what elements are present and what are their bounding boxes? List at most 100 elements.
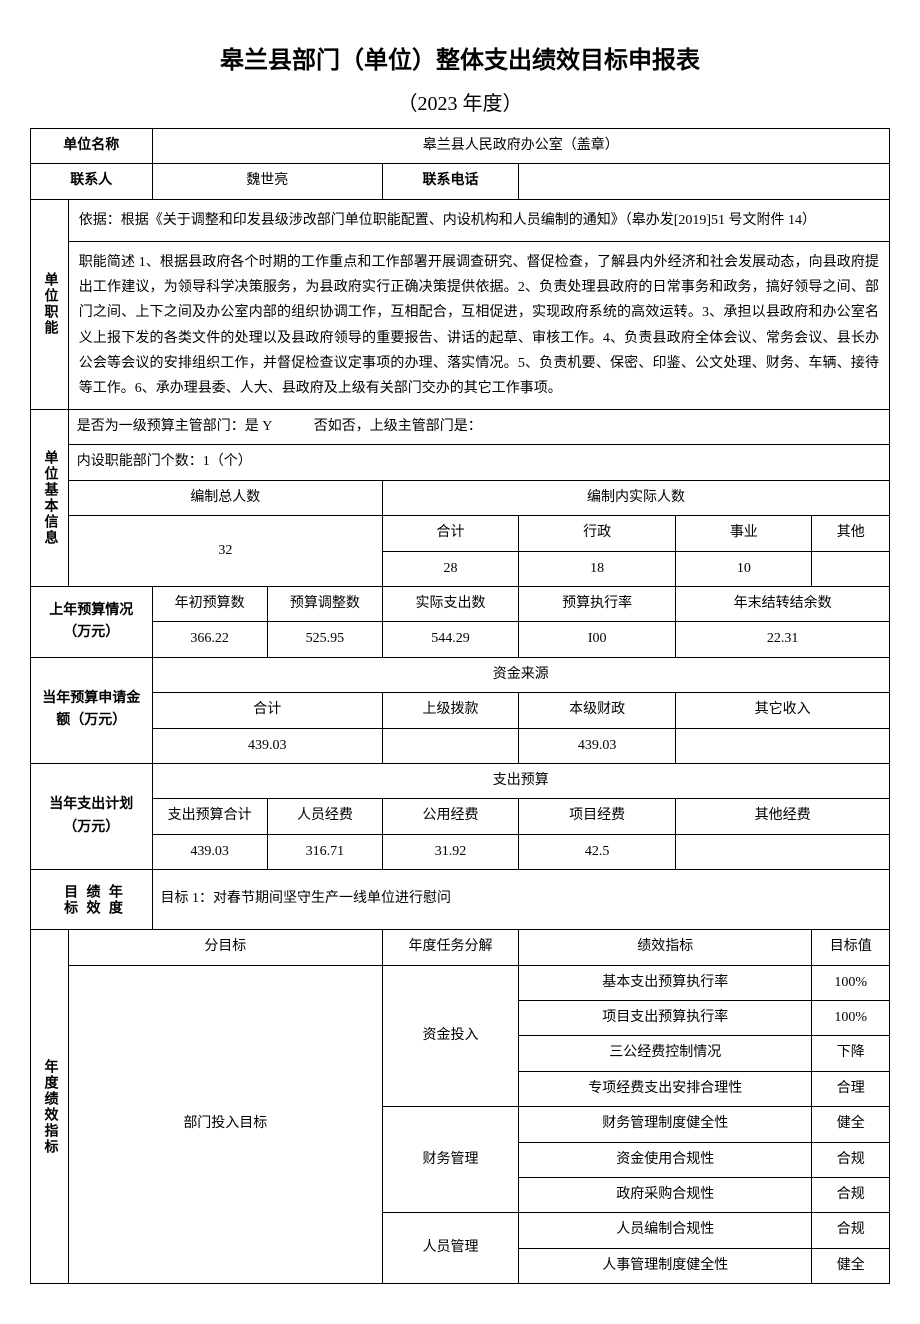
table-row: 联系人 魏世亮 联系电话 bbox=[31, 164, 890, 199]
table-row: 编制总人数 编制内实际人数 bbox=[31, 480, 890, 515]
sub-goal-label: 分目标 bbox=[68, 930, 382, 965]
goal-label: 年度绩效目标 bbox=[31, 870, 153, 930]
main-table: 单位名称 皋兰县人民政府办公室（盖章） 联系人 魏世亮 联系电话 单位职能 依据… bbox=[30, 128, 890, 1284]
target-label: 目标值 bbox=[812, 930, 890, 965]
table-row: 439.03 439.03 bbox=[31, 728, 890, 763]
ind-basic-exec-v: 100% bbox=[812, 965, 890, 1000]
exp-sum-label: 支出预算合计 bbox=[152, 799, 267, 834]
exp-staff: 316.71 bbox=[267, 834, 382, 869]
function-desc: 职能简述 1、根据县政府各个时期的工作重点和工作部署开展调查研究、督促检查，了解… bbox=[68, 241, 889, 409]
ind-special-exp: 专项经费支出安排合理性 bbox=[519, 1071, 812, 1106]
table-row: 32 合计 行政 事业 其他 bbox=[31, 516, 890, 551]
fund-other-label: 其它收入 bbox=[676, 693, 890, 728]
curr-plan-label: 当年支出计划（万元） bbox=[31, 764, 153, 870]
exp-other-label: 其他经费 bbox=[676, 799, 890, 834]
exp-other bbox=[676, 834, 890, 869]
staff-admin: 18 bbox=[519, 551, 676, 586]
curr-apply-label: 当年预算申请金额（万元） bbox=[31, 657, 153, 763]
ind-gov-purchase: 政府采购合规性 bbox=[519, 1177, 812, 1212]
prev-balance-label: 年末结转结余数 bbox=[676, 587, 890, 622]
exp-budget-label: 支出预算 bbox=[152, 764, 890, 799]
function-basis: 依据：根据《关于调整和印发县级涉改部门单位职能配置、内设机构和人员编制的通知》（… bbox=[68, 199, 889, 241]
prev-adjust-label: 预算调整数 bbox=[267, 587, 382, 622]
staff-other bbox=[812, 551, 890, 586]
table-row: 当年支出计划（万元） 支出预算 bbox=[31, 764, 890, 799]
task-staff: 人员管理 bbox=[382, 1213, 518, 1284]
prev-actual: 544.29 bbox=[382, 622, 518, 657]
table-row: 366.22 525.95 544.29 I00 22.31 bbox=[31, 622, 890, 657]
table-row: 年度绩效目标 目标 1：对春节期间坚守生产一线单位进行慰问 bbox=[31, 870, 890, 930]
exp-public-label: 公用经费 bbox=[382, 799, 518, 834]
staff-sum: 28 bbox=[382, 551, 518, 586]
staff-actual-label: 编制内实际人数 bbox=[382, 480, 889, 515]
table-row: 上年预算情况（万元） 年初预算数 预算调整数 实际支出数 预算执行率 年末结转结… bbox=[31, 587, 890, 622]
ind-hr-system-v: 健全 bbox=[812, 1248, 890, 1283]
ind-special-exp-v: 合理 bbox=[812, 1071, 890, 1106]
staff-career-label: 事业 bbox=[676, 516, 812, 551]
ind-fin-system-v: 健全 bbox=[812, 1107, 890, 1142]
table-row: 439.03 316.71 31.92 42.5 bbox=[31, 834, 890, 869]
fund-sum: 439.03 bbox=[152, 728, 382, 763]
exp-staff-label: 人员经费 bbox=[267, 799, 382, 834]
exp-project: 42.5 bbox=[519, 834, 676, 869]
ind-staff-compliance-v: 合规 bbox=[812, 1213, 890, 1248]
task-fund: 资金投入 bbox=[382, 965, 518, 1107]
ind-basic-exec: 基本支出预算执行率 bbox=[519, 965, 812, 1000]
prev-initial-label: 年初预算数 bbox=[152, 587, 267, 622]
indicator-label: 年度绩效指标 bbox=[31, 930, 69, 1284]
fund-sum-label: 合计 bbox=[152, 693, 382, 728]
contact-label: 联系人 bbox=[31, 164, 153, 199]
table-row: 单位基本信息 是否为一级预算主管部门：是 Y 否如否，上级主管部门是： bbox=[31, 410, 890, 445]
table-row: 内设职能部门个数：1（个） bbox=[31, 445, 890, 480]
unit-name-value: 皋兰县人民政府办公室（盖章） bbox=[152, 129, 890, 164]
exp-public: 31.92 bbox=[382, 834, 518, 869]
is-primary: 是否为一级预算主管部门：是 Y 否如否，上级主管部门是： bbox=[68, 410, 889, 445]
fund-upper bbox=[382, 728, 518, 763]
fund-upper-label: 上级拨款 bbox=[382, 693, 518, 728]
phone-label: 联系电话 bbox=[382, 164, 518, 199]
ind-gov-purchase-v: 合规 bbox=[812, 1177, 890, 1212]
prev-actual-label: 实际支出数 bbox=[382, 587, 518, 622]
ind-three-exp: 三公经费控制情况 bbox=[519, 1036, 812, 1071]
table-row: 部门投入目标 资金投入 基本支出预算执行率 100% bbox=[31, 965, 890, 1000]
table-row: 合计 上级拨款 本级财政 其它收入 bbox=[31, 693, 890, 728]
phone-value bbox=[519, 164, 890, 199]
staff-total: 32 bbox=[68, 516, 382, 587]
table-row: 当年预算申请金额（万元） 资金来源 bbox=[31, 657, 890, 692]
page-title: 皋兰县部门（单位）整体支出绩效目标申报表 bbox=[30, 40, 890, 75]
goal-text: 目标 1：对春节期间坚守生产一线单位进行慰问 bbox=[152, 870, 890, 930]
function-label: 单位职能 bbox=[31, 199, 69, 409]
page-subtitle: （2023 年度） bbox=[30, 87, 890, 116]
fund-local-label: 本级财政 bbox=[519, 693, 676, 728]
task-label: 年度任务分解 bbox=[382, 930, 518, 965]
table-row: 支出预算合计 人员经费 公用经费 项目经费 其他经费 bbox=[31, 799, 890, 834]
basic-info-label: 单位基本信息 bbox=[31, 410, 69, 587]
ind-three-exp-v: 下降 bbox=[812, 1036, 890, 1071]
prev-balance: 22.31 bbox=[676, 622, 890, 657]
task-finance: 财务管理 bbox=[382, 1107, 518, 1213]
dept-input-goal: 部门投入目标 bbox=[68, 965, 382, 1284]
staff-career: 10 bbox=[676, 551, 812, 586]
unit-name-label: 单位名称 bbox=[31, 129, 153, 164]
prev-budget-label: 上年预算情况（万元） bbox=[31, 587, 153, 658]
ind-fund-compliance: 资金使用合规性 bbox=[519, 1142, 812, 1177]
ind-staff-compliance: 人员编制合规性 bbox=[519, 1213, 812, 1248]
exp-project-label: 项目经费 bbox=[519, 799, 676, 834]
prev-rate-label: 预算执行率 bbox=[519, 587, 676, 622]
staff-other-label: 其他 bbox=[812, 516, 890, 551]
dept-count: 内设职能部门个数：1（个） bbox=[68, 445, 889, 480]
staff-admin-label: 行政 bbox=[519, 516, 676, 551]
ind-fin-system: 财务管理制度健全性 bbox=[519, 1107, 812, 1142]
fund-other bbox=[676, 728, 890, 763]
staff-sum-label: 合计 bbox=[382, 516, 518, 551]
ind-proj-exec-v: 100% bbox=[812, 1000, 890, 1035]
staff-total-label: 编制总人数 bbox=[68, 480, 382, 515]
ind-proj-exec: 项目支出预算执行率 bbox=[519, 1000, 812, 1035]
table-row: 职能简述 1、根据县政府各个时期的工作重点和工作部署开展调查研究、督促检查，了解… bbox=[31, 241, 890, 409]
prev-initial: 366.22 bbox=[152, 622, 267, 657]
fund-source-label: 资金来源 bbox=[152, 657, 890, 692]
ind-hr-system: 人事管理制度健全性 bbox=[519, 1248, 812, 1283]
perf-indicator-label: 绩效指标 bbox=[519, 930, 812, 965]
prev-adjust: 525.95 bbox=[267, 622, 382, 657]
table-row: 单位职能 依据：根据《关于调整和印发县级涉改部门单位职能配置、内设机构和人员编制… bbox=[31, 199, 890, 241]
